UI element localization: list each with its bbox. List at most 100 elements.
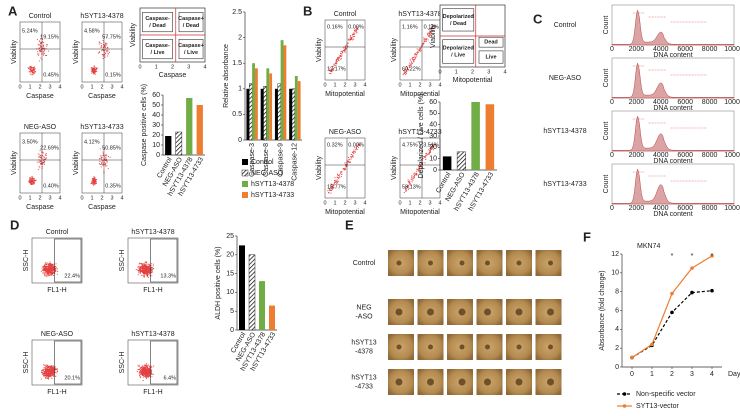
sphere — [458, 378, 466, 386]
histogram-frame — [611, 110, 735, 152]
gate-percentage: 4.58% — [84, 28, 100, 34]
panel-letter: C — [533, 11, 543, 26]
sphere — [547, 308, 554, 316]
x-tick-label: 4 — [120, 195, 123, 201]
y-tick-label: 0 — [615, 364, 619, 371]
bar — [289, 88, 293, 140]
gate — [150, 340, 178, 385]
gate-percentage: 0.11% — [424, 25, 439, 31]
histogram — [611, 9, 735, 46]
sample-label: hSYT13-4378 — [543, 128, 586, 135]
scheme-label: Caspase- — [145, 16, 170, 22]
x-tick-label: 3 — [428, 200, 431, 206]
x-tick-label: 0 — [610, 205, 614, 212]
x-tick-label: 4 — [363, 200, 366, 206]
y-axis-label: Count — [603, 69, 610, 88]
scheme-box — [142, 39, 173, 60]
bar — [249, 83, 253, 141]
scheme-label: / Dead — [149, 23, 166, 29]
plot-title: hSYT13-4378 — [131, 331, 174, 338]
x-tick-label: 8000 — [702, 152, 718, 159]
row-label: Control — [353, 260, 376, 267]
x-tick-label: 0 — [398, 200, 401, 206]
marker — [650, 342, 654, 347]
x-tick-label: 4000 — [653, 99, 669, 106]
plot-title: NEG-ASO — [41, 331, 74, 338]
sphere — [485, 260, 490, 266]
y-tick-label: 20 — [152, 132, 160, 139]
significance-star: * — [711, 253, 714, 260]
y-tick-label: 10 — [611, 270, 619, 277]
x-tick-label: 1 — [333, 82, 336, 88]
plot-title: NEG-ASO — [329, 129, 362, 136]
y-axis-label: Viability — [11, 40, 18, 64]
sphere — [395, 308, 403, 316]
sphere — [396, 344, 402, 350]
y-axis-label: SSC-H — [119, 250, 126, 272]
y-tick-label: 40 — [152, 112, 160, 119]
x-axis-label: Caspase — [159, 72, 187, 79]
histogram — [611, 62, 735, 99]
x-axis-label: Mitopotential — [325, 91, 365, 98]
x-axis-label: Mitopotential — [400, 209, 440, 216]
y-axis-label: Absorbance (fold change) — [599, 270, 606, 350]
bar — [277, 83, 281, 141]
gate-percentage: 4.75% — [402, 143, 418, 149]
y-tick-label: 6 — [615, 307, 619, 314]
x-tick-label: 0 — [630, 371, 634, 378]
x-tick-label: 0 — [398, 82, 401, 88]
scheme-box — [478, 36, 504, 48]
scheme-label: Depolarized — [443, 45, 474, 51]
gate-percentage: 0.35% — [105, 183, 121, 189]
y-axis-label: Viability — [73, 40, 80, 64]
plot-frame — [31, 237, 83, 284]
x-axis-label: Mitopotential — [400, 91, 440, 98]
panel-letter: D — [10, 217, 19, 232]
x-tick-label: 10000 — [724, 152, 740, 159]
gate-percentage: 20.1% — [64, 376, 80, 382]
sphere — [428, 344, 433, 350]
x-tick-label: 2 — [343, 200, 346, 206]
x-tick-label: 2 — [471, 69, 474, 75]
x-axis-label: FL1-H — [47, 389, 66, 396]
x-tick-label: 1 — [90, 195, 93, 201]
legend-swatch — [242, 192, 248, 198]
gate-markers — [632, 12, 708, 23]
y-tick-label: 8 — [615, 289, 619, 296]
panel-letter: A — [8, 3, 18, 18]
x-tick-label: Caspase-8 — [263, 143, 270, 177]
sphere — [428, 260, 433, 266]
scheme-label: Caspase+ — [178, 43, 204, 49]
marker — [690, 290, 694, 295]
y-axis-label: Viability — [430, 24, 437, 48]
sample-label: NEG-ASO — [549, 75, 582, 82]
x-tick-label: 1 — [333, 200, 336, 206]
histogram — [611, 168, 735, 205]
bar — [294, 76, 298, 140]
row-label: -4733 — [355, 383, 373, 390]
x-tick-label: 3 — [187, 64, 190, 70]
x-axis-label: FL1-H — [143, 389, 162, 396]
x-tick-label: 6000 — [677, 152, 693, 159]
plot-title: Control — [334, 11, 357, 18]
y-tick-label: 0 — [238, 137, 242, 144]
y-tick-label: 20 — [429, 144, 437, 151]
y-axis-label: Relative absorbance — [223, 44, 230, 108]
x-tick-label: 0 — [18, 84, 21, 90]
gate-percentage: 0.32% — [327, 143, 343, 149]
y-tick-label: 15 — [226, 270, 234, 277]
x-tick-label: 2 — [38, 84, 41, 90]
row-label: hSYT13 — [351, 339, 376, 346]
plot-title: hSYT13-4733 — [398, 129, 441, 136]
scheme-box — [178, 12, 204, 33]
scheme-label: Live — [486, 55, 497, 61]
marker — [670, 291, 674, 296]
scheme-label: Caspase+ — [178, 16, 204, 22]
plot-title: NEG-ASO — [24, 124, 57, 131]
y-tick-label: 10 — [429, 156, 437, 163]
plot-frame — [81, 21, 123, 83]
y-axis-label: Viability — [316, 38, 323, 62]
scheme-label: Depolarized — [443, 14, 474, 20]
x-axis-label: Caspase — [26, 93, 54, 100]
